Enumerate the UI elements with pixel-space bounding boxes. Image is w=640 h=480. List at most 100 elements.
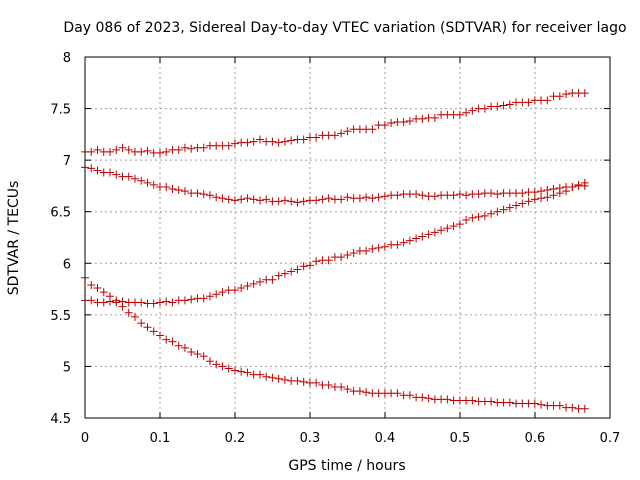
data-point	[543, 186, 552, 195]
data-point	[499, 101, 508, 110]
data-point	[87, 147, 96, 156]
data-point	[137, 298, 146, 307]
data-point	[580, 178, 589, 187]
y-tick-label: 7.5	[50, 103, 71, 118]
data-point	[143, 146, 152, 155]
data-point	[212, 290, 221, 299]
data-point	[418, 191, 427, 200]
data-point	[487, 189, 496, 198]
data-point	[112, 296, 121, 305]
data-point	[474, 212, 483, 221]
data-point	[524, 197, 533, 206]
data-point	[337, 383, 346, 392]
data-point	[162, 335, 171, 344]
data-point	[255, 135, 264, 144]
data-point	[324, 256, 333, 265]
data-point	[124, 145, 133, 154]
series-3	[81, 178, 589, 308]
data-point	[249, 195, 258, 204]
data-point	[312, 196, 321, 205]
data-point	[449, 191, 458, 200]
data-point	[555, 401, 564, 410]
data-point	[493, 102, 502, 111]
x-tick-label: 0.1	[150, 431, 171, 446]
x-axis-title: GPS time / hours	[288, 458, 405, 474]
x-tick-label: 0.6	[525, 431, 546, 446]
data-point	[380, 121, 389, 130]
data-point	[343, 193, 352, 202]
y-tick-label: 4.5	[50, 412, 71, 427]
data-point	[274, 138, 283, 147]
data-point	[343, 251, 352, 260]
data-point	[349, 248, 358, 257]
data-point	[262, 372, 271, 381]
data-point	[368, 194, 377, 203]
data-point	[274, 271, 283, 280]
data-point	[112, 145, 121, 154]
data-point	[462, 191, 471, 200]
data-point	[462, 215, 471, 224]
data-point	[543, 193, 552, 202]
data-point	[249, 279, 258, 288]
data-point	[187, 144, 196, 153]
data-point	[555, 92, 564, 101]
data-point	[362, 388, 371, 397]
data-point	[218, 288, 227, 297]
data-point	[418, 393, 427, 402]
data-point	[130, 312, 139, 321]
data-point	[87, 164, 96, 173]
data-point	[237, 284, 246, 293]
data-point	[124, 172, 133, 181]
data-point	[205, 357, 214, 366]
data-point	[418, 114, 427, 123]
data-point	[468, 213, 477, 222]
x-tick-labels: 0 0.1 0.2 0.3 0.4 0.5 0.6 0.7	[81, 431, 620, 446]
data-point	[493, 207, 502, 216]
series-4	[81, 273, 589, 413]
data-point	[537, 400, 546, 409]
data-point	[380, 242, 389, 251]
data-point	[299, 377, 308, 386]
data-point	[562, 90, 571, 99]
data-point	[374, 193, 383, 202]
data-point	[562, 187, 571, 196]
y-tick-labels: 4.5 5 5.5 6 6.5 7 7.5 8	[50, 51, 71, 427]
data-point	[537, 194, 546, 203]
data-point	[518, 199, 527, 208]
data-point	[568, 182, 577, 191]
data-point	[505, 100, 514, 109]
data-point	[255, 370, 264, 379]
data-point	[174, 145, 183, 154]
data-point	[512, 201, 521, 210]
data-point	[205, 191, 214, 200]
data-point	[87, 280, 96, 289]
data-point	[455, 190, 464, 199]
data-point	[293, 265, 302, 274]
data-point	[274, 197, 283, 206]
data-point	[480, 211, 489, 220]
data-point	[199, 143, 208, 152]
x-tick-label: 0.2	[225, 431, 246, 446]
data-point	[237, 367, 246, 376]
data-point	[449, 222, 458, 231]
data-point	[405, 116, 414, 125]
data-point	[362, 193, 371, 202]
data-point	[287, 197, 296, 206]
data-point	[312, 133, 321, 142]
x-tick-label: 0.4	[375, 431, 396, 446]
data-point	[105, 292, 114, 301]
data-point	[318, 195, 327, 204]
data-point	[143, 323, 152, 332]
data-point	[430, 113, 439, 122]
data-point	[399, 238, 408, 247]
data-point	[568, 403, 577, 412]
series-1	[81, 89, 589, 157]
data-point	[287, 136, 296, 145]
data-point	[468, 106, 477, 115]
x-tick-label: 0.5	[450, 431, 471, 446]
data-point	[237, 195, 246, 204]
data-point	[268, 373, 277, 382]
data-point	[262, 195, 271, 204]
data-point	[155, 331, 164, 340]
